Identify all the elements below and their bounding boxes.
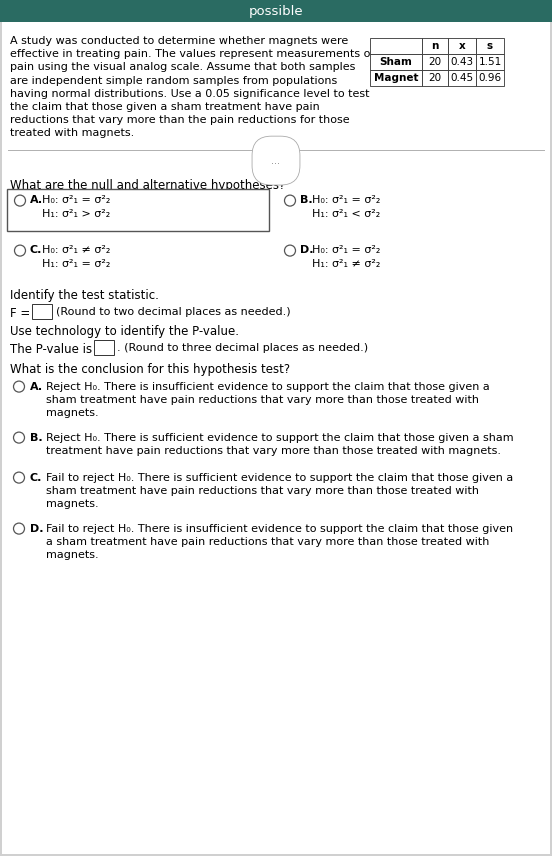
FancyBboxPatch shape xyxy=(2,22,550,854)
Text: (Round to two decimal places as needed.): (Round to two decimal places as needed.) xyxy=(56,306,290,317)
FancyBboxPatch shape xyxy=(476,54,504,70)
Text: B.: B. xyxy=(30,432,43,443)
Text: having normal distributions. Use a 0.05 significance level to test: having normal distributions. Use a 0.05 … xyxy=(10,89,369,98)
FancyBboxPatch shape xyxy=(476,38,504,54)
Text: Sham: Sham xyxy=(380,57,412,67)
Text: What are the null and alternative hypotheses?: What are the null and alternative hypoth… xyxy=(10,179,285,192)
Text: H₁: σ²₁ < σ²₂: H₁: σ²₁ < σ²₂ xyxy=(312,209,380,218)
Text: What is the conclusion for this hypothesis test?: What is the conclusion for this hypothes… xyxy=(10,363,290,376)
Text: A.: A. xyxy=(30,194,43,205)
Text: Fail to reject H₀. There is sufficient evidence to support the claim that those : Fail to reject H₀. There is sufficient e… xyxy=(46,473,513,483)
Text: H₀: σ²₁ = σ²₂: H₀: σ²₁ = σ²₂ xyxy=(312,194,380,205)
Text: Identify the test statistic.: Identify the test statistic. xyxy=(10,288,159,301)
Text: the claim that those given a sham treatment have pain: the claim that those given a sham treatm… xyxy=(10,102,320,112)
Text: A study was conducted to determine whether magnets were: A study was conducted to determine wheth… xyxy=(10,36,348,46)
Text: 0.43: 0.43 xyxy=(450,57,474,67)
Text: Reject H₀. There is sufficient evidence to support the claim that those given a : Reject H₀. There is sufficient evidence … xyxy=(46,432,513,443)
Text: n: n xyxy=(431,41,439,51)
Text: D.: D. xyxy=(30,524,44,533)
Text: Use technology to identify the P-value.: Use technology to identify the P-value. xyxy=(10,324,239,337)
FancyBboxPatch shape xyxy=(448,54,476,70)
Text: 20: 20 xyxy=(428,73,442,83)
Text: sham treatment have pain reductions that vary more than those treated with: sham treatment have pain reductions that… xyxy=(46,395,479,405)
Text: 0.45: 0.45 xyxy=(450,73,474,83)
Circle shape xyxy=(13,381,24,392)
Text: C.: C. xyxy=(30,245,43,254)
Text: 20: 20 xyxy=(428,57,442,67)
Text: F =: F = xyxy=(10,306,30,319)
Text: H₀: σ²₁ ≠ σ²₂: H₀: σ²₁ ≠ σ²₂ xyxy=(42,245,110,254)
Circle shape xyxy=(13,473,24,483)
Text: H₀: σ²₁ = σ²₂: H₀: σ²₁ = σ²₂ xyxy=(312,245,380,254)
FancyBboxPatch shape xyxy=(422,70,448,86)
FancyBboxPatch shape xyxy=(32,304,52,318)
Text: treatment have pain reductions that vary more than those treated with magnets.: treatment have pain reductions that vary… xyxy=(46,446,501,455)
Text: magnets.: magnets. xyxy=(46,407,99,418)
FancyBboxPatch shape xyxy=(422,38,448,54)
FancyBboxPatch shape xyxy=(94,340,114,354)
Text: sham treatment have pain reductions that vary more than those treated with: sham treatment have pain reductions that… xyxy=(46,485,479,496)
Text: reductions that vary more than the pain reductions for those: reductions that vary more than the pain … xyxy=(10,116,349,125)
Text: 1.51: 1.51 xyxy=(479,57,502,67)
Text: possible: possible xyxy=(249,4,303,17)
Text: magnets.: magnets. xyxy=(46,498,99,508)
FancyBboxPatch shape xyxy=(7,188,269,230)
Circle shape xyxy=(13,523,24,534)
Text: pain using the visual analog scale. Assume that both samples: pain using the visual analog scale. Assu… xyxy=(10,62,355,73)
Text: magnets.: magnets. xyxy=(46,550,99,560)
FancyBboxPatch shape xyxy=(448,38,476,54)
Circle shape xyxy=(284,245,295,256)
FancyBboxPatch shape xyxy=(370,38,422,54)
Text: D.: D. xyxy=(300,245,314,254)
Text: A.: A. xyxy=(30,382,43,391)
Text: . (Round to three decimal places as needed.): . (Round to three decimal places as need… xyxy=(117,342,368,353)
Text: Fail to reject H₀. There is insufficient evidence to support the claim that thos: Fail to reject H₀. There is insufficient… xyxy=(46,524,513,533)
Text: effective in treating pain. The values represent measurements of: effective in treating pain. The values r… xyxy=(10,49,374,59)
Text: treated with magnets.: treated with magnets. xyxy=(10,128,134,139)
Text: x: x xyxy=(459,41,465,51)
Text: a sham treatment have pain reductions that vary more than those treated with: a sham treatment have pain reductions th… xyxy=(46,537,490,547)
Text: ...: ... xyxy=(272,156,280,165)
Circle shape xyxy=(284,195,295,206)
FancyBboxPatch shape xyxy=(370,54,422,70)
Text: H₁: σ²₁ > σ²₂: H₁: σ²₁ > σ²₂ xyxy=(42,209,110,218)
Circle shape xyxy=(14,245,25,256)
Text: s: s xyxy=(487,41,493,51)
FancyBboxPatch shape xyxy=(370,70,422,86)
Text: H₁: σ²₁ ≠ σ²₂: H₁: σ²₁ ≠ σ²₂ xyxy=(312,259,380,269)
FancyBboxPatch shape xyxy=(476,70,504,86)
Text: Reject H₀. There is insufficient evidence to support the claim that those given : Reject H₀. There is insufficient evidenc… xyxy=(46,382,490,391)
Text: H₁: σ²₁ = σ²₂: H₁: σ²₁ = σ²₂ xyxy=(42,259,110,269)
Circle shape xyxy=(13,432,24,443)
Text: The P-value is: The P-value is xyxy=(10,342,92,355)
Text: H₀: σ²₁ = σ²₂: H₀: σ²₁ = σ²₂ xyxy=(42,194,110,205)
Circle shape xyxy=(14,195,25,206)
Text: 0.96: 0.96 xyxy=(479,73,502,83)
Text: C.: C. xyxy=(30,473,43,483)
FancyBboxPatch shape xyxy=(422,54,448,70)
FancyBboxPatch shape xyxy=(0,0,552,22)
Text: are independent simple random samples from populations: are independent simple random samples fr… xyxy=(10,75,337,86)
Text: B.: B. xyxy=(300,194,312,205)
FancyBboxPatch shape xyxy=(448,70,476,86)
Text: Magnet: Magnet xyxy=(374,73,418,83)
